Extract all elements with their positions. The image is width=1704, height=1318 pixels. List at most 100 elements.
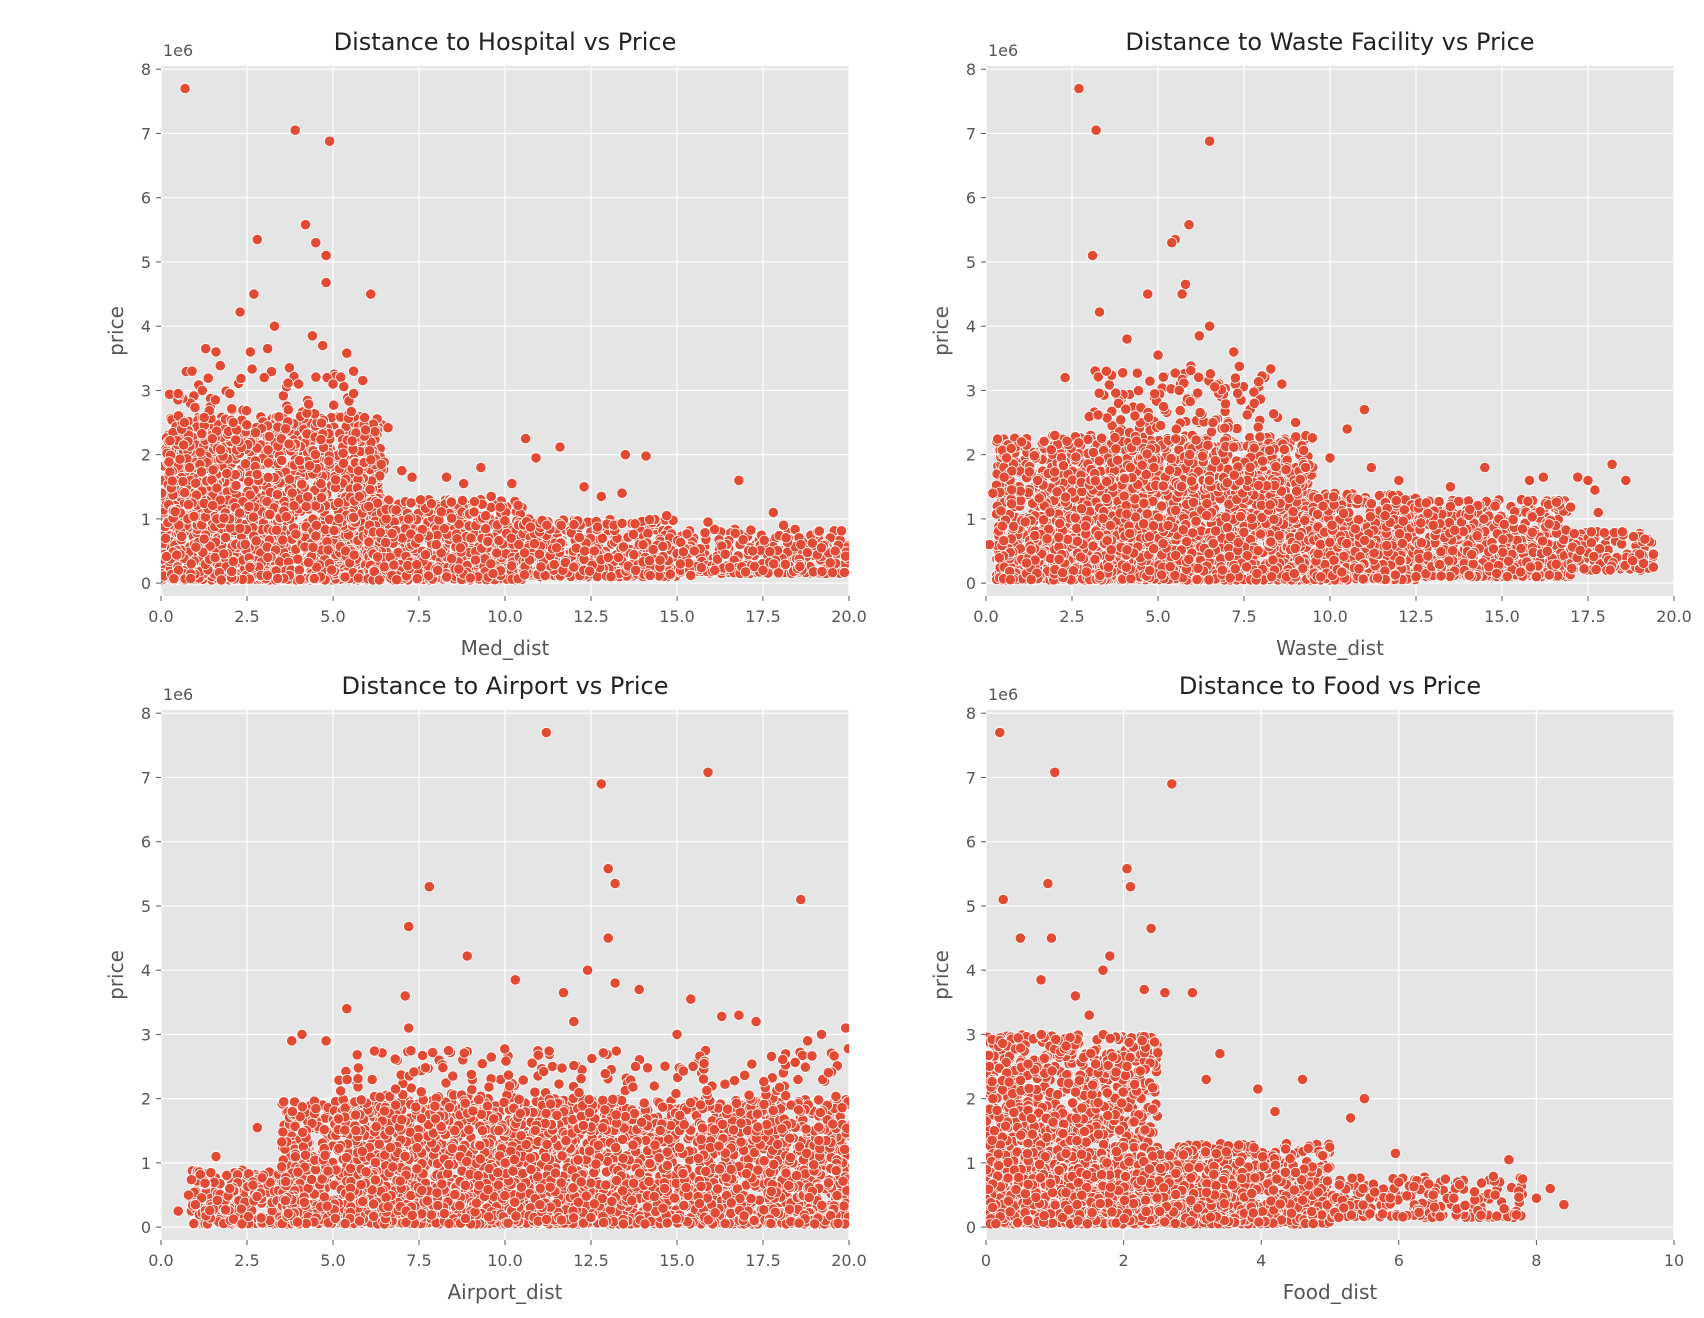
scatter-point [455,543,465,553]
scatter-point [167,476,177,486]
scatter-point [250,428,260,438]
scatter-point [199,534,209,544]
y-offset-label: 1e6 [163,41,193,60]
scatter-point [208,465,218,475]
scatter-point [346,406,356,416]
x-axis-label: Med_dist [461,636,550,660]
scatter-point [492,548,502,558]
scatter-point [196,467,206,477]
scatter-point [160,533,170,543]
scatter-point [323,545,333,555]
scatter-point [294,565,304,575]
scatter-point [381,514,391,524]
scatter-point [366,455,376,465]
scatter-point [342,348,352,358]
scatter-point [579,482,589,492]
scatter-point [210,395,220,405]
scatter-point [262,570,272,580]
scatter-point [795,561,805,571]
scatter-point [309,573,319,583]
scatter-point [327,565,337,575]
scatter-point [324,456,334,466]
scatter-point [507,561,517,571]
scatter-point [407,472,417,482]
scatter-point [216,575,226,585]
scatter-point [349,512,359,522]
scatter-point [758,565,768,575]
scatter-point [263,458,273,468]
scatter-point [358,375,368,385]
scatter-point [629,550,639,560]
scatter-point [415,495,425,505]
scatter-point [392,575,402,585]
scatter-point [457,495,467,505]
scatter-point [655,555,665,565]
scatter-point [287,488,297,498]
scatter-point [236,373,246,383]
scatter-point [569,519,579,529]
scatter-point [710,565,720,575]
scatter-point [170,506,180,516]
scatter-point [177,531,187,541]
scatter-point [364,501,374,511]
scatter-point [379,562,389,572]
scatter-point [431,539,441,549]
scatter-point [603,552,613,562]
scatter-point [353,466,363,476]
scatter-point [212,483,222,493]
scatter-point [311,531,321,541]
scatter-point [304,399,314,409]
scatter-point [383,423,393,433]
scatter-point [644,556,654,566]
scatter-point [414,533,424,543]
scatter-point [781,533,791,543]
scatter-point [529,539,539,549]
scatter-point [816,543,826,553]
scatter-point [179,417,189,427]
scatter-point [486,559,496,569]
scatter-point [248,512,258,522]
scatter-point [231,435,241,445]
scatter-point [556,520,566,530]
scatter-point [324,136,334,146]
scatter-point [481,524,491,534]
scatter-point [364,537,374,547]
scatter-point [272,489,282,499]
scatter-point [231,480,241,490]
scatter-point [245,562,255,572]
scatter-point [620,450,630,460]
scatter-point [839,567,849,577]
scatter-point [675,559,685,569]
scatter-point [665,569,675,579]
scatter-point [454,564,464,574]
scatter-point [297,479,307,489]
scatter-point [662,511,672,521]
scatter-point [307,331,317,341]
scatter-point [264,431,274,441]
scatter-point [360,425,370,435]
scatter-point [289,501,299,511]
y-tick-label: 2 [141,446,151,465]
scatter-point [348,366,358,376]
scatter-point [293,379,303,389]
scatter-point [197,385,207,395]
scatter-point [466,533,476,543]
y-tick-label: 7 [141,124,151,143]
scatter-point [676,537,686,547]
scatter-point [303,557,313,567]
scatter-point [278,535,288,545]
x-tick-label: 2.5 [234,607,259,626]
scatter-point [311,372,321,382]
scatter-point [199,412,209,422]
scatter-point [836,526,846,536]
scatter-point [720,549,730,559]
y-tick-label: 1 [141,510,151,529]
scatter-point [643,528,653,538]
scatter-point [769,559,779,569]
scatter-point [249,289,259,299]
scatter-point [513,500,523,510]
scatter-point [374,575,384,585]
scatter-point [696,563,706,573]
